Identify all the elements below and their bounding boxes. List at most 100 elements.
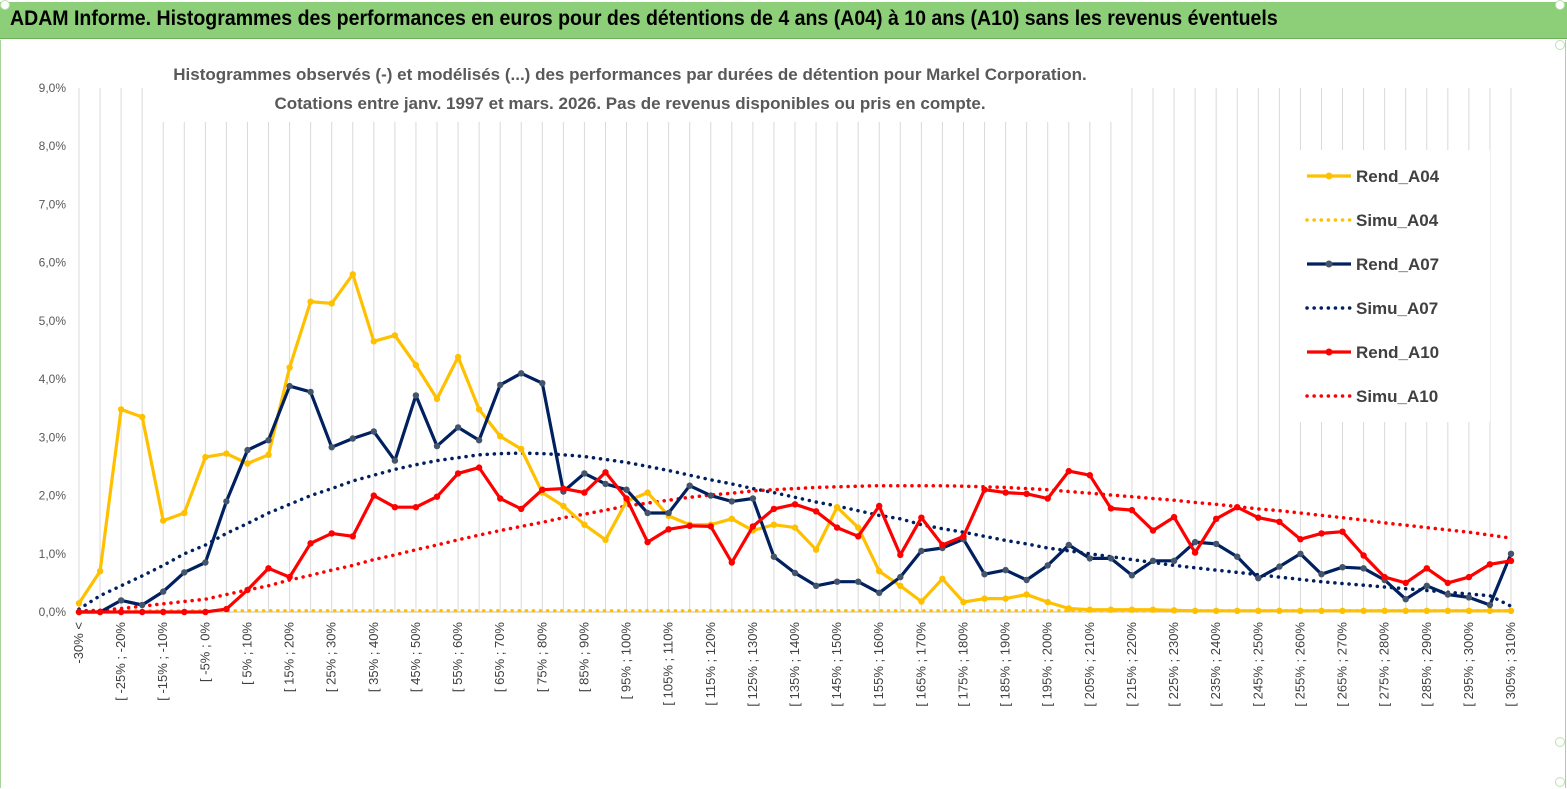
data-point <box>454 470 462 477</box>
data-point <box>1213 540 1220 548</box>
data-point <box>1002 566 1009 574</box>
data-point <box>265 451 272 458</box>
x-tick-label: [ 135% ; 140% <box>787 622 802 707</box>
data-point <box>749 523 757 530</box>
data-point <box>644 509 651 517</box>
data-point <box>1360 565 1367 572</box>
subtitle-background <box>146 56 1118 122</box>
series-line <box>77 483 1513 613</box>
y-tick-label: 2,0% <box>39 489 67 503</box>
data-point <box>1381 607 1388 614</box>
x-tick-label: [ 145% ; 150% <box>829 622 844 707</box>
data-point <box>223 450 230 457</box>
data-point <box>1402 607 1409 614</box>
data-point <box>202 608 209 616</box>
data-point <box>160 608 167 616</box>
data-point <box>876 502 883 510</box>
data-point <box>1213 607 1220 614</box>
data-point <box>1128 606 1136 613</box>
data-point <box>349 533 356 540</box>
data-point <box>412 392 420 399</box>
data-point <box>1486 601 1494 609</box>
x-tick-label: [ 275% ; 280% <box>1377 622 1392 707</box>
data-point <box>1170 607 1178 614</box>
data-point <box>1002 595 1009 602</box>
data-point <box>770 553 778 560</box>
data-point <box>518 445 525 453</box>
data-point <box>412 361 420 369</box>
data-point <box>160 588 167 595</box>
data-point <box>1191 549 1199 556</box>
data-point <box>728 515 735 522</box>
data-point <box>244 460 251 467</box>
data-point <box>1465 607 1473 614</box>
y-tick-label: 8,0% <box>39 139 67 153</box>
x-tick-label: [ 295% ; 300% <box>1461 622 1476 707</box>
x-tick-label: [ 185% ; 190% <box>998 622 1013 707</box>
data-point <box>391 504 399 511</box>
data-point <box>1044 562 1051 569</box>
legend-label: Simu_A04 <box>1356 211 1439 230</box>
y-tick-label: 6,0% <box>39 256 67 270</box>
data-point <box>1423 565 1431 572</box>
data-point <box>812 508 820 515</box>
data-point <box>897 573 904 581</box>
series-line <box>77 451 1513 611</box>
x-tick-label: [ 65% ; 70% <box>492 622 507 693</box>
data-point <box>265 565 272 572</box>
data-point <box>918 598 925 605</box>
data-point <box>833 578 841 585</box>
data-point <box>623 495 630 502</box>
data-point <box>707 523 714 530</box>
data-point <box>812 546 820 553</box>
data-point <box>1486 607 1494 614</box>
data-point <box>981 571 988 578</box>
selection-handle <box>1555 40 1565 50</box>
data-point <box>1044 495 1051 502</box>
chart-subtitle-line-2: Cotations entre janv. 1997 et mars. 2026… <box>274 94 985 113</box>
x-tick-label: [ 5% ; 10% <box>239 622 254 685</box>
data-point <box>1086 472 1094 479</box>
x-tick-label: [ 205% ; 210% <box>1082 622 1097 707</box>
data-point <box>497 381 504 389</box>
x-tick-label: [ 35% ; 40% <box>366 622 381 693</box>
data-point <box>1339 564 1346 571</box>
data-point <box>791 524 799 531</box>
chart-area-frame <box>0 40 1566 788</box>
data-point <box>1213 515 1220 522</box>
data-point <box>1339 607 1346 614</box>
legend-label: Simu_A07 <box>1356 299 1438 318</box>
data-point <box>644 538 651 546</box>
data-point <box>139 601 146 609</box>
series-lines <box>75 271 1515 616</box>
data-point <box>1128 572 1136 579</box>
data-point <box>1023 490 1030 497</box>
data-point <box>1276 607 1283 614</box>
data-point <box>918 514 925 521</box>
data-point <box>1191 538 1199 546</box>
data-point <box>370 428 377 435</box>
vertical-gridlines <box>78 88 1512 612</box>
selection-handle <box>1555 0 1565 10</box>
data-point <box>1255 607 1262 614</box>
data-point <box>833 524 841 531</box>
data-point <box>412 504 420 511</box>
data-point <box>244 446 251 454</box>
x-tick-label: [ 45% ; 50% <box>408 622 423 693</box>
data-point <box>960 598 967 606</box>
data-point <box>328 444 335 451</box>
data-point <box>1107 606 1115 613</box>
data-point <box>1465 573 1473 581</box>
data-point <box>139 413 146 421</box>
data-point <box>433 395 441 403</box>
data-point <box>1507 607 1515 614</box>
data-point <box>1318 530 1325 537</box>
data-point <box>1423 582 1431 589</box>
data-point <box>349 435 356 442</box>
data-point <box>791 501 799 508</box>
data-point <box>433 442 441 450</box>
data-point <box>370 492 377 499</box>
data-point <box>1423 607 1431 614</box>
x-tick-label: [ 305% ; 310% <box>1503 622 1518 707</box>
data-point <box>623 486 630 493</box>
